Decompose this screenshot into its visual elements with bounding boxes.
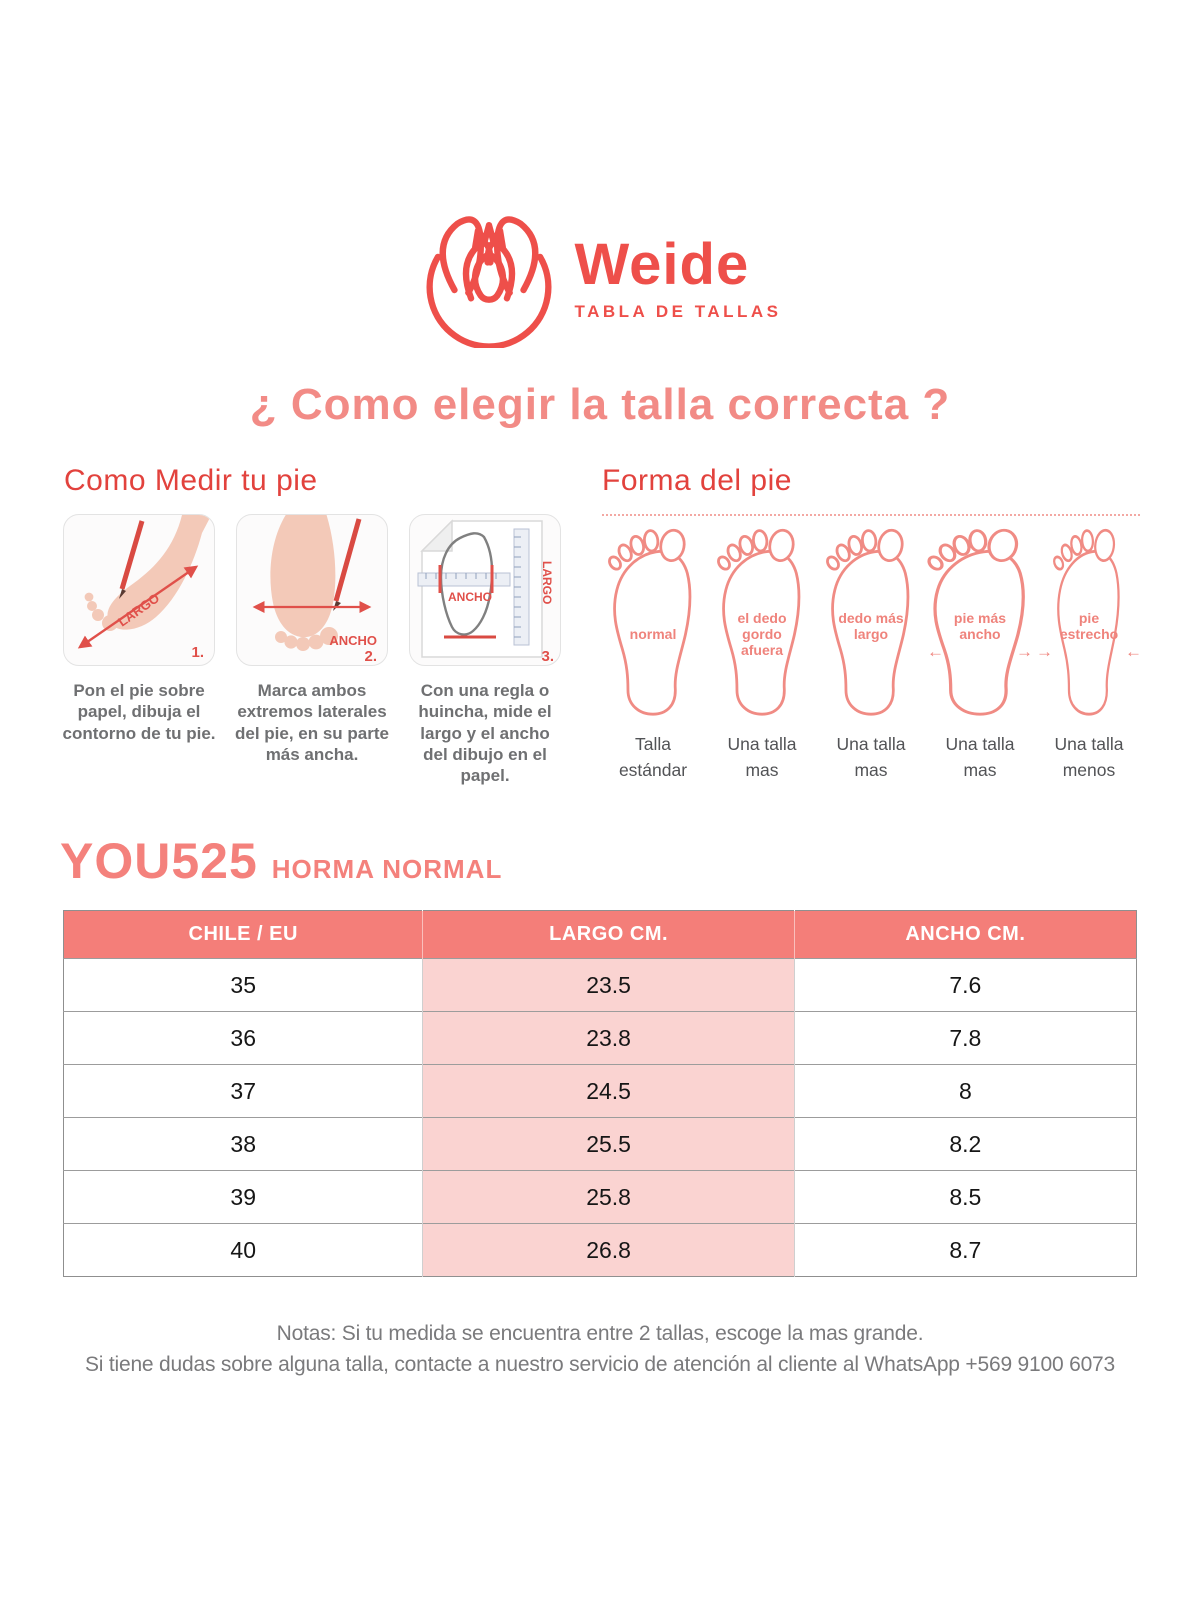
step2-number: 2.: [364, 648, 377, 665]
width-arrow-icon: ←: [927, 641, 944, 661]
ruler-measure-illustration-icon: ANCHO LARGO 3.: [417, 519, 554, 665]
size-cell: 36: [63, 1011, 423, 1065]
ancho-cell: 7.8: [793, 1011, 1137, 1065]
measure-step-2: ANCHO 2. Marca ambos extremos laterales …: [233, 514, 391, 786]
content-columns: Como Medir tu pie: [0, 464, 1200, 786]
table-row: 39 25.8 8.5: [63, 1170, 1137, 1224]
step3-illustration: ANCHO LARGO 3.: [409, 514, 561, 666]
step1-caption: Pon el pie sobre papel, dibuja el contor…: [62, 681, 216, 743]
product-model: YOU525: [60, 833, 258, 890]
table-row: 38 25.5 8.2: [63, 1117, 1137, 1171]
page-title: ¿ Como elegir la talla correcta ?: [249, 380, 951, 429]
ancho-cell: 7.6: [793, 958, 1137, 1012]
table-row: 40 26.8 8.7: [63, 1223, 1137, 1277]
measure-section: Como Medir tu pie: [60, 464, 580, 786]
step3-number: 3.: [541, 648, 554, 665]
width-arrow-icon: →: [1036, 641, 1053, 661]
product-fit-label: HORMA NORMAL: [271, 854, 503, 885]
largo-cell: 26.8: [422, 1223, 795, 1277]
size-cell: 39: [63, 1170, 423, 1224]
notes-line-1: Notas: Si tu medida se encuentra entre 2…: [276, 1322, 924, 1346]
ancho-cell: 8.5: [793, 1170, 1137, 1224]
foot-label: normal: [629, 626, 677, 642]
header-cell-ancho: ANCHO CM.: [793, 910, 1137, 959]
ancho-measure-label: ANCHO: [448, 590, 492, 604]
foot-label: pie más ancho: [953, 610, 1007, 643]
notes: Notas: Si tu medida se encuentra entre 2…: [0, 1319, 1200, 1380]
largo-cell: 23.5: [422, 958, 795, 1012]
feet-diagrams: normal Talla estándar el dedo gordo afue…: [602, 514, 1142, 784]
table-row: 37 24.5 8: [63, 1064, 1137, 1118]
ancho-cell: 8.2: [793, 1117, 1137, 1171]
foot-label: dedo más largo: [838, 610, 904, 643]
brand-name: Weide: [574, 232, 750, 297]
brand-subtitle: TABLA DE TALLAS: [574, 302, 782, 321]
width-arrow-icon: →: [1016, 641, 1033, 661]
header-cell-chile-eu: CHILE / EU: [63, 910, 423, 959]
table-row: 35 23.5 7.6: [63, 958, 1137, 1012]
foot-caption: Una talla menos: [1054, 734, 1124, 781]
ancho-cell: 8: [793, 1064, 1137, 1118]
step1-number: 1.: [191, 644, 204, 661]
width-arrow-icon: ←: [1125, 641, 1142, 661]
brand-logo: Weide TABLA DE TALLAS: [0, 0, 1200, 348]
foot-caption: Una talla mas: [945, 734, 1015, 781]
measure-step-3: ANCHO LARGO 3. Con una regla o huincha, …: [406, 514, 564, 786]
measure-steps: LARGO 1. Pon el pie sobre papel, dibuja …: [60, 514, 580, 786]
foot-caption: Una talla mas: [836, 734, 906, 781]
product-header: YOU525 HORMA NORMAL: [0, 832, 1200, 890]
largo-cell: 24.5: [422, 1064, 795, 1118]
foot-diagram-big-toe-out: el dedo gordo afuera Una talla mas: [711, 521, 813, 784]
largo-cell: 25.8: [422, 1170, 795, 1224]
size-table-header-row: CHILE / EU LARGO CM. ANCHO CM.: [63, 910, 1137, 959]
ancho-cell: 8.7: [793, 1223, 1137, 1277]
foot-label: pie estrecho: [1059, 610, 1119, 643]
largo-measure-label: LARGO: [540, 561, 554, 604]
size-cell: 38: [63, 1117, 423, 1171]
foot-caption: Una talla mas: [727, 734, 797, 781]
foot-diagram-normal: normal Talla estándar: [602, 521, 704, 784]
weide-crown-emblem-icon: [426, 216, 552, 348]
notes-line-2: Si tiene dudas sobre alguna talla, conta…: [84, 1352, 1116, 1376]
table-row: 36 23.8 7.8: [63, 1011, 1137, 1065]
foot-label: el dedo gordo afuera: [737, 610, 787, 659]
foot-diagram-narrow: pie estrecho → ← Una talla menos: [1036, 521, 1142, 784]
ancho-measure-label: ANCHO: [329, 633, 377, 648]
foot-outline-icon: [605, 526, 692, 716]
foot-diagram-wide: pie más ancho ← → Una talla mas: [924, 521, 1033, 784]
step1-illustration: LARGO 1.: [63, 514, 215, 666]
mark-width-illustration-icon: ANCHO 2.: [252, 515, 377, 665]
foot-shape-section: Forma del pie normal Talla estándar el d…: [602, 464, 1142, 786]
foot-diagram-long-toe: dedo más largo Una talla mas: [820, 521, 922, 784]
foot-caption: Talla estándar: [618, 734, 688, 781]
size-cell: 37: [63, 1064, 423, 1118]
size-cell: 40: [63, 1223, 423, 1277]
trace-foot-illustration-icon: LARGO 1.: [77, 515, 212, 661]
largo-cell: 23.8: [422, 1011, 795, 1065]
largo-cell: 25.5: [422, 1117, 795, 1171]
step2-illustration: ANCHO 2.: [236, 514, 388, 666]
shape-heading: Forma del pie: [602, 464, 792, 497]
size-cell: 35: [63, 958, 423, 1012]
measure-step-1: LARGO 1. Pon el pie sobre papel, dibuja …: [60, 514, 218, 786]
step2-caption: Marca ambos extremos laterales del pie, …: [235, 681, 389, 764]
step3-caption: Con una regla o huincha, mide el largo y…: [418, 681, 552, 785]
header-cell-largo: LARGO CM.: [422, 910, 795, 959]
measure-heading: Como Medir tu pie: [64, 464, 318, 497]
size-table: CHILE / EU LARGO CM. ANCHO CM. 35 23.5 7…: [63, 910, 1137, 1278]
